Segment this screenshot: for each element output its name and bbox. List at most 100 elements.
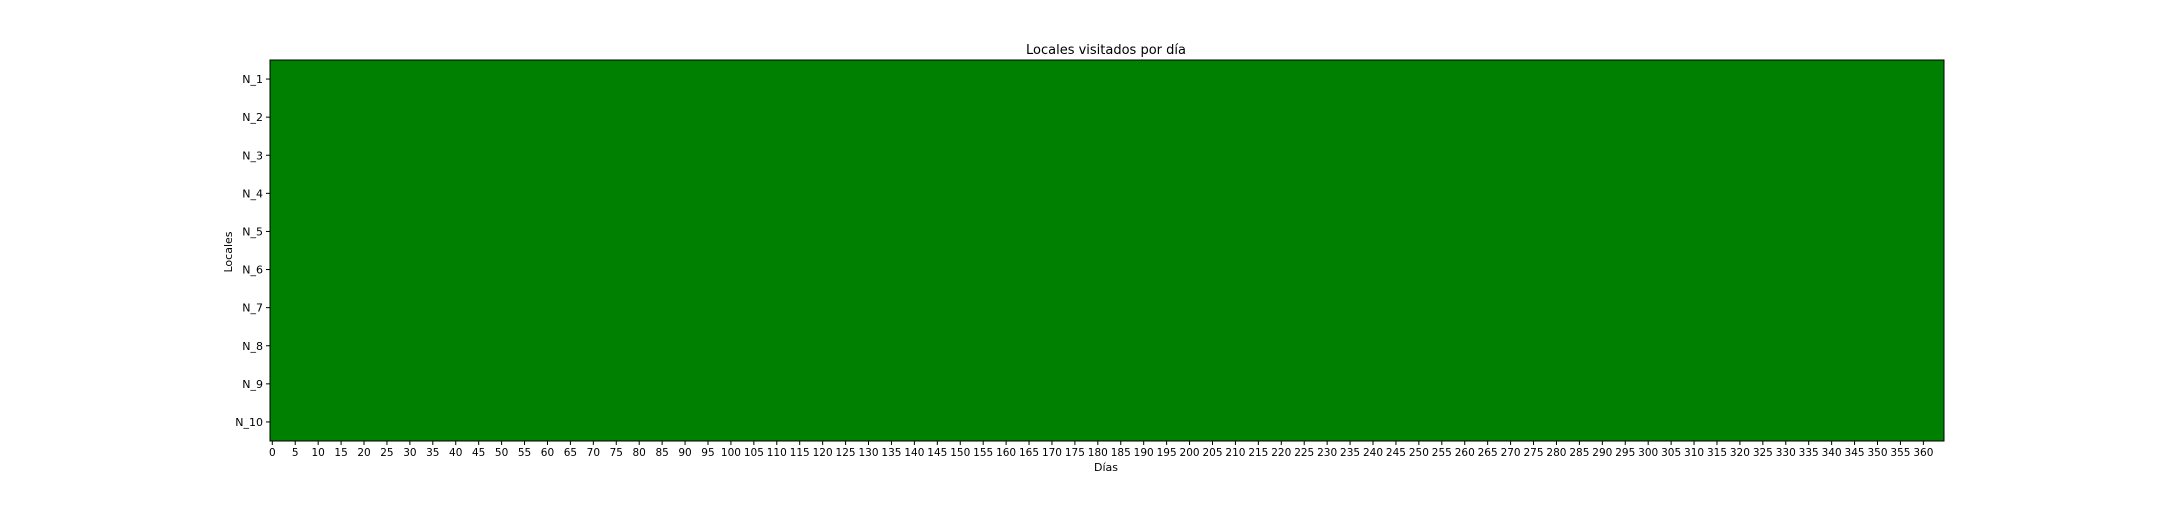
heatmap-row-N_5	[270, 212, 1944, 251]
x-tick-label: 245	[1386, 447, 1406, 459]
x-tick-label: 200	[1180, 447, 1200, 459]
y-tick-label: N_4	[242, 187, 263, 200]
x-tick-label: 170	[1042, 447, 1062, 459]
x-tick-label: 75	[610, 447, 623, 459]
heatmap-row-N_4	[270, 174, 1944, 213]
y-tick-label: N_6	[242, 264, 263, 277]
y-tick-label: N_3	[242, 149, 263, 162]
heatmap-row-N_1	[270, 60, 1944, 99]
x-tick-label: 20	[357, 447, 370, 459]
heatmap-row-N_8	[270, 326, 1944, 366]
x-tick-label: 100	[721, 447, 741, 459]
x-tick-label: 105	[744, 447, 764, 459]
x-tick-label: 15	[334, 447, 347, 459]
y-tick-label: N_5	[242, 225, 263, 238]
x-tick-label: 190	[1134, 447, 1154, 459]
plot-area	[269, 59, 1945, 442]
x-tick-label: 175	[1065, 447, 1085, 459]
heatmap-row-N_7	[270, 288, 1944, 328]
x-tick-label: 235	[1340, 447, 1360, 459]
x-tick-label: 310	[1684, 447, 1704, 459]
x-tick-label: 335	[1799, 447, 1819, 459]
x-tick-label: 185	[1111, 447, 1131, 459]
chart-title: Locales visitados por día	[1026, 43, 1186, 58]
heatmap-row-N_6	[270, 250, 1944, 290]
x-tick-label: 195	[1157, 447, 1177, 459]
x-tick-label: 275	[1524, 447, 1544, 459]
y-axis-label: Locales	[222, 231, 235, 272]
y-axis: N_1 N_2 N_3 N_4 N_5 N_6 N_7 N_8 N_9 N_10	[235, 73, 270, 429]
x-tick-label: 85	[655, 447, 668, 459]
x-tick-label: 120	[813, 447, 833, 459]
x-tick-label: 65	[564, 447, 577, 459]
x-tick-label: 145	[927, 447, 947, 459]
x-tick-label: 155	[973, 447, 993, 459]
x-tick-label: 30	[403, 447, 416, 459]
x-tick-label: 330	[1776, 447, 1796, 459]
x-axis: 0 5 10 15 20 25 30 35 40 45 50 55 60 65 70 75 80 85 90 95 10…	[269, 441, 1933, 459]
x-tick-label: 165	[1019, 447, 1039, 459]
y-tick-label: N_7	[242, 302, 263, 315]
x-tick-label: 130	[858, 447, 878, 459]
x-tick-label: 210	[1225, 447, 1245, 459]
x-tick-label: 255	[1432, 447, 1452, 459]
x-tick-label: 90	[678, 447, 691, 459]
x-tick-label: 355	[1890, 447, 1910, 459]
x-axis-label: Días	[1094, 461, 1118, 474]
y-tick-label: N_2	[242, 111, 263, 124]
x-tick-label: 180	[1088, 447, 1108, 459]
x-tick-label: 25	[380, 447, 393, 459]
heatmap-row-N_9	[270, 364, 1944, 404]
x-tick-label: 45	[472, 447, 485, 459]
y-tick-label: N_10	[235, 416, 263, 429]
x-tick-label: 160	[996, 447, 1016, 459]
x-tick-label: 205	[1202, 447, 1222, 459]
x-tick-label: 265	[1478, 447, 1498, 459]
x-tick-label: 215	[1248, 447, 1268, 459]
y-tick-label: N_1	[242, 73, 263, 86]
x-tick-label: 125	[836, 447, 856, 459]
x-tick-label: 295	[1615, 447, 1635, 459]
x-tick-label: 305	[1661, 447, 1681, 459]
x-tick-label: 135	[881, 447, 901, 459]
x-tick-label: 250	[1409, 447, 1429, 459]
x-tick-label: 225	[1294, 447, 1314, 459]
y-tick-label: N_8	[242, 340, 263, 353]
x-tick-label: 140	[904, 447, 924, 459]
y-tick-label: N_9	[242, 378, 263, 391]
x-tick-label: 345	[1845, 447, 1865, 459]
x-tick-label: 240	[1363, 447, 1383, 459]
x-tick-label: 5	[292, 447, 299, 459]
x-tick-label: 95	[701, 447, 714, 459]
x-tick-label: 270	[1501, 447, 1521, 459]
x-tick-label: 115	[790, 447, 810, 459]
x-tick-label: 290	[1592, 447, 1612, 459]
x-tick-label: 280	[1546, 447, 1566, 459]
heatmap-row-N_3	[270, 136, 1944, 175]
x-tick-label: 325	[1753, 447, 1773, 459]
x-tick-label: 340	[1822, 447, 1842, 459]
x-tick-label: 230	[1317, 447, 1337, 459]
x-tick-label: 60	[541, 447, 554, 459]
x-tick-label: 320	[1730, 447, 1750, 459]
heatmap-row-N_10	[270, 402, 1944, 442]
x-tick-label: 300	[1638, 447, 1658, 459]
x-tick-label: 350	[1867, 447, 1887, 459]
x-tick-label: 220	[1271, 447, 1291, 459]
x-tick-label: 50	[495, 447, 508, 459]
plot-frame	[269, 59, 1945, 442]
x-tick-label: 0	[269, 447, 276, 459]
x-tick-label: 55	[518, 447, 531, 459]
x-tick-label: 315	[1707, 447, 1727, 459]
x-tick-label: 70	[587, 447, 600, 459]
x-tick-label: 150	[950, 447, 970, 459]
x-tick-label: 35	[426, 447, 439, 459]
heatmap-row-N_2	[270, 98, 1944, 137]
x-tick-label: 10	[311, 447, 324, 459]
x-tick-label: 285	[1569, 447, 1589, 459]
x-tick-label: 40	[449, 447, 462, 459]
x-tick-label: 360	[1913, 447, 1933, 459]
x-tick-label: 260	[1455, 447, 1475, 459]
